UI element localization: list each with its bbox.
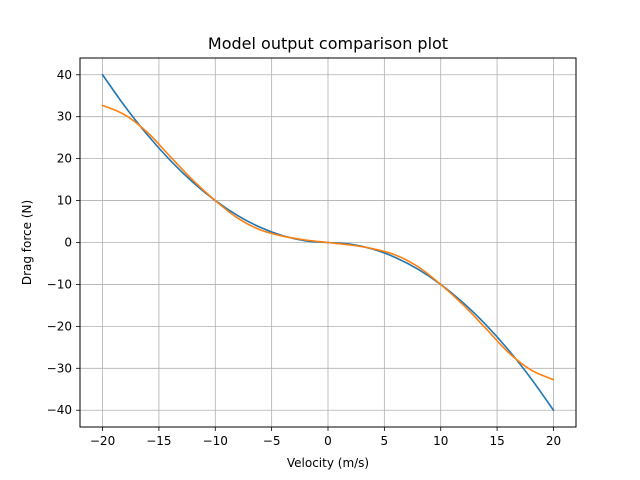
- axis-ticks: −20 −15 −10 −5 0 5 10 15 20 −40 −30 −20 −10 0 10 20 30 40: [47, 68, 561, 448]
- y-tick-label: 20: [57, 152, 72, 166]
- y-tick-label: 0: [64, 236, 72, 250]
- x-tick-label: −15: [146, 434, 171, 448]
- y-tick-label: −20: [47, 319, 72, 333]
- y-tick-label: −30: [47, 361, 72, 375]
- x-tick-label: 10: [433, 434, 448, 448]
- y-axis-label: Drag force (N): [20, 200, 34, 285]
- x-tick-label: −5: [263, 434, 281, 448]
- y-tick-label: −10: [47, 277, 72, 291]
- x-tick-label: −10: [203, 434, 228, 448]
- x-axis-label: Velocity (m/s): [287, 456, 369, 470]
- series-line-2: [101, 104, 555, 381]
- x-tick-label: 15: [489, 434, 504, 448]
- y-tick-label: 10: [57, 194, 72, 208]
- x-tick-label: −20: [90, 434, 115, 448]
- x-tick-label: 0: [324, 434, 332, 448]
- series-layer: [101, 73, 555, 412]
- y-tick-label: −40: [47, 403, 72, 417]
- chart-title: Model output comparison plot: [208, 34, 448, 53]
- x-tick-label: 5: [381, 434, 389, 448]
- y-tick-label: 30: [57, 110, 72, 124]
- y-tick-label: 40: [57, 68, 72, 82]
- x-tick-label: 20: [546, 434, 561, 448]
